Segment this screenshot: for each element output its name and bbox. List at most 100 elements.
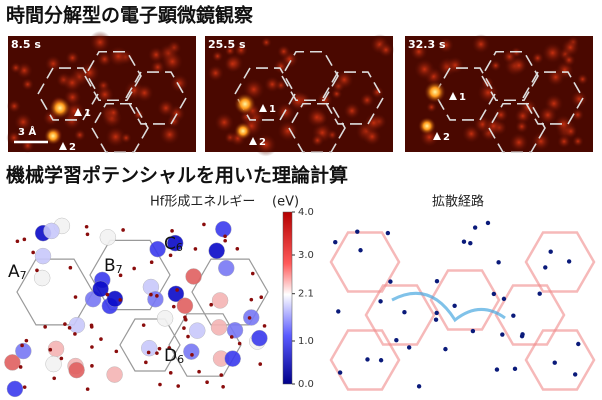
atom-spot [445,55,465,75]
node [406,345,412,350]
site-atom [33,269,51,287]
node [500,332,505,337]
node [337,370,343,375]
small-atom [197,369,201,374]
atom-spot [132,108,145,121]
small-atom [223,238,227,243]
node [519,333,525,339]
node [512,366,518,372]
atom-spot [545,67,566,88]
node [394,337,399,343]
small-atom [247,316,252,320]
marker-label: 1 [84,108,91,119]
small-atom [114,349,119,354]
node [511,313,516,318]
marker-arrow [433,132,441,140]
hex-outline [125,71,187,125]
small-atom [205,380,209,385]
marker-label: 2 [443,132,450,143]
node [543,265,548,270]
atom-spot [233,42,249,58]
atom-spot [88,30,112,54]
small-atom [22,385,27,389]
small-atom [85,387,90,391]
atom-spot [333,69,355,91]
site-label: A7 [8,262,27,282]
small-atom [24,338,29,343]
atom-spot [263,75,282,94]
hex-outline [488,102,546,154]
site-atom [218,259,235,277]
micrograph: 32.3 s 1 2 [405,34,593,154]
small-atom [73,295,78,299]
hex-outline [16,258,94,326]
small-atom [193,247,198,251]
small-atom [84,224,89,229]
small-atom [235,247,240,251]
path-trace [429,269,501,331]
small-atom [85,232,90,237]
marker-arrow [449,92,457,100]
small-atom [63,322,67,326]
atom-spot [260,36,273,49]
section-title: 機械学習ポテンシャルを用いた理論計算 [6,164,348,187]
site-atom [149,240,166,258]
small-atom [90,364,94,368]
site-atom [251,329,268,347]
atom-spot [160,49,185,74]
small-atom [209,302,213,307]
atom-spot [276,44,292,59]
small-atom [176,384,181,388]
atom-spot [166,113,182,129]
small-atom [182,326,186,330]
atom-spot [537,104,559,126]
marker-label: 1 [269,104,276,115]
small-atom [221,385,225,389]
small-atom [157,346,162,351]
path-trace [524,329,596,391]
atom-spot [425,101,438,114]
small-atom [146,350,151,355]
atom-spot [409,41,429,62]
atom-spot [508,131,530,154]
node [355,229,360,234]
small-atom [35,268,39,273]
site-atom [183,343,200,360]
small-atom [155,294,159,298]
colorbar-tick-label: 3.0 [298,250,314,261]
atom-spot [501,48,518,65]
node [402,310,407,315]
node [333,239,338,245]
atom-spot [134,82,155,104]
node [576,341,581,347]
small-atom [99,337,103,341]
small-atom [168,253,173,258]
small-atom [190,353,194,357]
site-atom [189,322,206,339]
path-trace [391,291,506,323]
time-label: 8.5 s [11,38,41,51]
hex-outline [234,67,296,121]
colorbar [282,211,293,385]
atom-spot [560,37,581,58]
small-atom [52,376,57,381]
atom-spot [342,101,362,121]
hex-outline [281,50,339,102]
small-atom [105,292,110,297]
site-atom [106,366,123,383]
hf-atom [234,93,256,115]
atom-spot [530,51,545,65]
map-title: 拡散経路 [432,194,484,210]
atom-spot [570,107,585,122]
atom-spot [105,105,122,121]
node [388,279,393,284]
marker-label: 2 [259,137,266,148]
small-atom [132,266,136,271]
small-atom [59,356,64,361]
path-trace [494,284,566,346]
small-atom [43,325,47,329]
node [378,358,384,363]
node [385,230,391,236]
node [336,309,341,314]
small-atom [223,234,227,239]
